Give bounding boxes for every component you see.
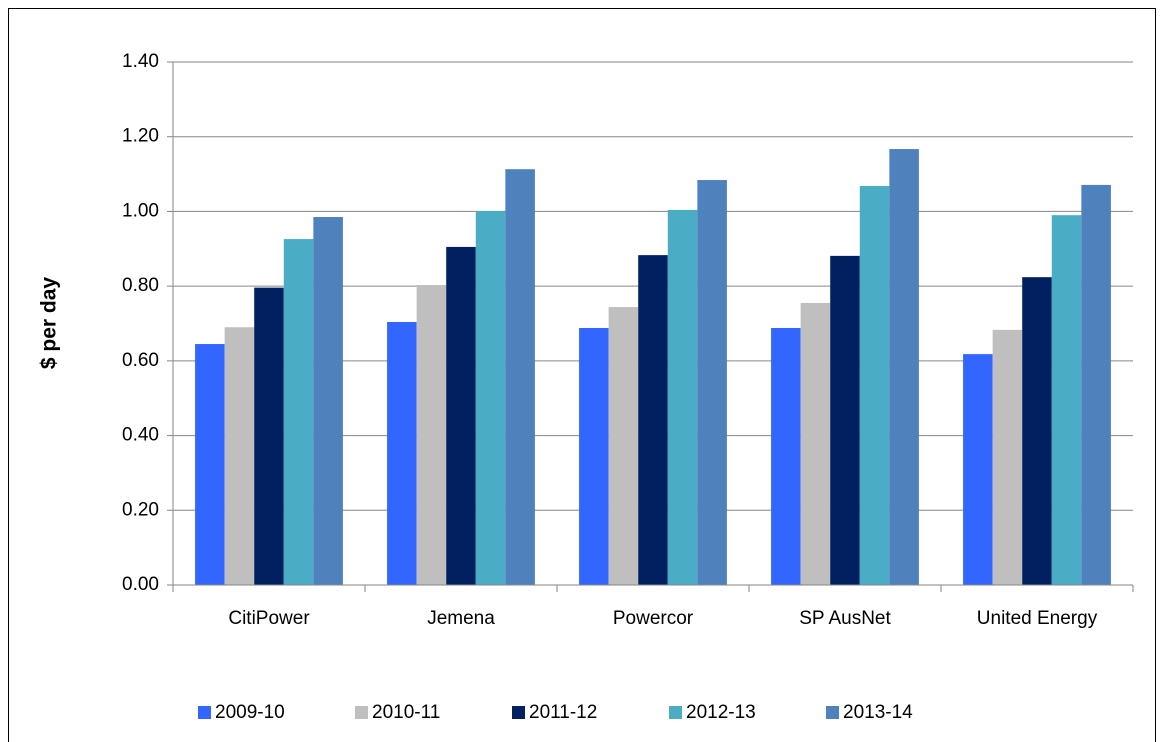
- y-tick-label: 1.20: [122, 126, 159, 147]
- bar: [859, 186, 890, 586]
- bar: [800, 302, 831, 585]
- bar: [283, 239, 314, 585]
- chart-frame: [8, 8, 1156, 742]
- bar: [224, 327, 255, 585]
- x-tick-label: Powercor: [613, 608, 694, 629]
- bar: [1051, 215, 1082, 585]
- legend-label: 2011-12: [529, 702, 597, 723]
- y-tick-label: 0.80: [122, 275, 159, 296]
- legend-swatch: [826, 706, 839, 719]
- bar: [254, 287, 284, 585]
- legend-label: 2009-10: [215, 702, 285, 723]
- y-axis-label: $ per day: [38, 277, 61, 370]
- bar: [195, 344, 225, 585]
- legend-swatch: [198, 706, 211, 719]
- bar: [771, 327, 801, 585]
- y-tick-label: 0.40: [122, 425, 159, 446]
- bar: [638, 255, 668, 586]
- y-tick-label: 0.60: [122, 350, 159, 371]
- legend-label: 2010-11: [372, 702, 440, 723]
- bar: [313, 217, 343, 585]
- bar: [889, 149, 919, 585]
- y-tick-label: 1.00: [122, 200, 159, 221]
- legend-swatch: [669, 706, 682, 719]
- bar: [505, 169, 535, 585]
- x-tick-label: SP AusNet: [799, 608, 891, 629]
- bar: [446, 246, 476, 586]
- bar: [387, 322, 417, 585]
- x-tick-label: CitiPower: [228, 608, 310, 629]
- legend-swatch: [355, 706, 368, 719]
- legend-swatch: [512, 706, 525, 719]
- bar: [416, 285, 447, 585]
- bar: [830, 255, 860, 585]
- bar: [667, 209, 698, 586]
- bar: [475, 211, 506, 585]
- y-tick-label: 0.20: [122, 499, 159, 520]
- bar: [1081, 184, 1111, 585]
- y-tick-label: 0.00: [122, 574, 159, 595]
- x-tick-label: United Energy: [977, 608, 1098, 629]
- legend-label: 2013-14: [843, 702, 913, 723]
- y-tick-label: 1.40: [122, 51, 159, 72]
- bar: [579, 327, 609, 585]
- legend-label: 2012-13: [686, 702, 756, 723]
- bar: [608, 307, 639, 585]
- bar: [963, 354, 993, 585]
- x-tick-label: Jemena: [427, 608, 495, 629]
- bar: [992, 329, 1023, 585]
- bar: [1022, 277, 1052, 585]
- bar: [697, 180, 727, 585]
